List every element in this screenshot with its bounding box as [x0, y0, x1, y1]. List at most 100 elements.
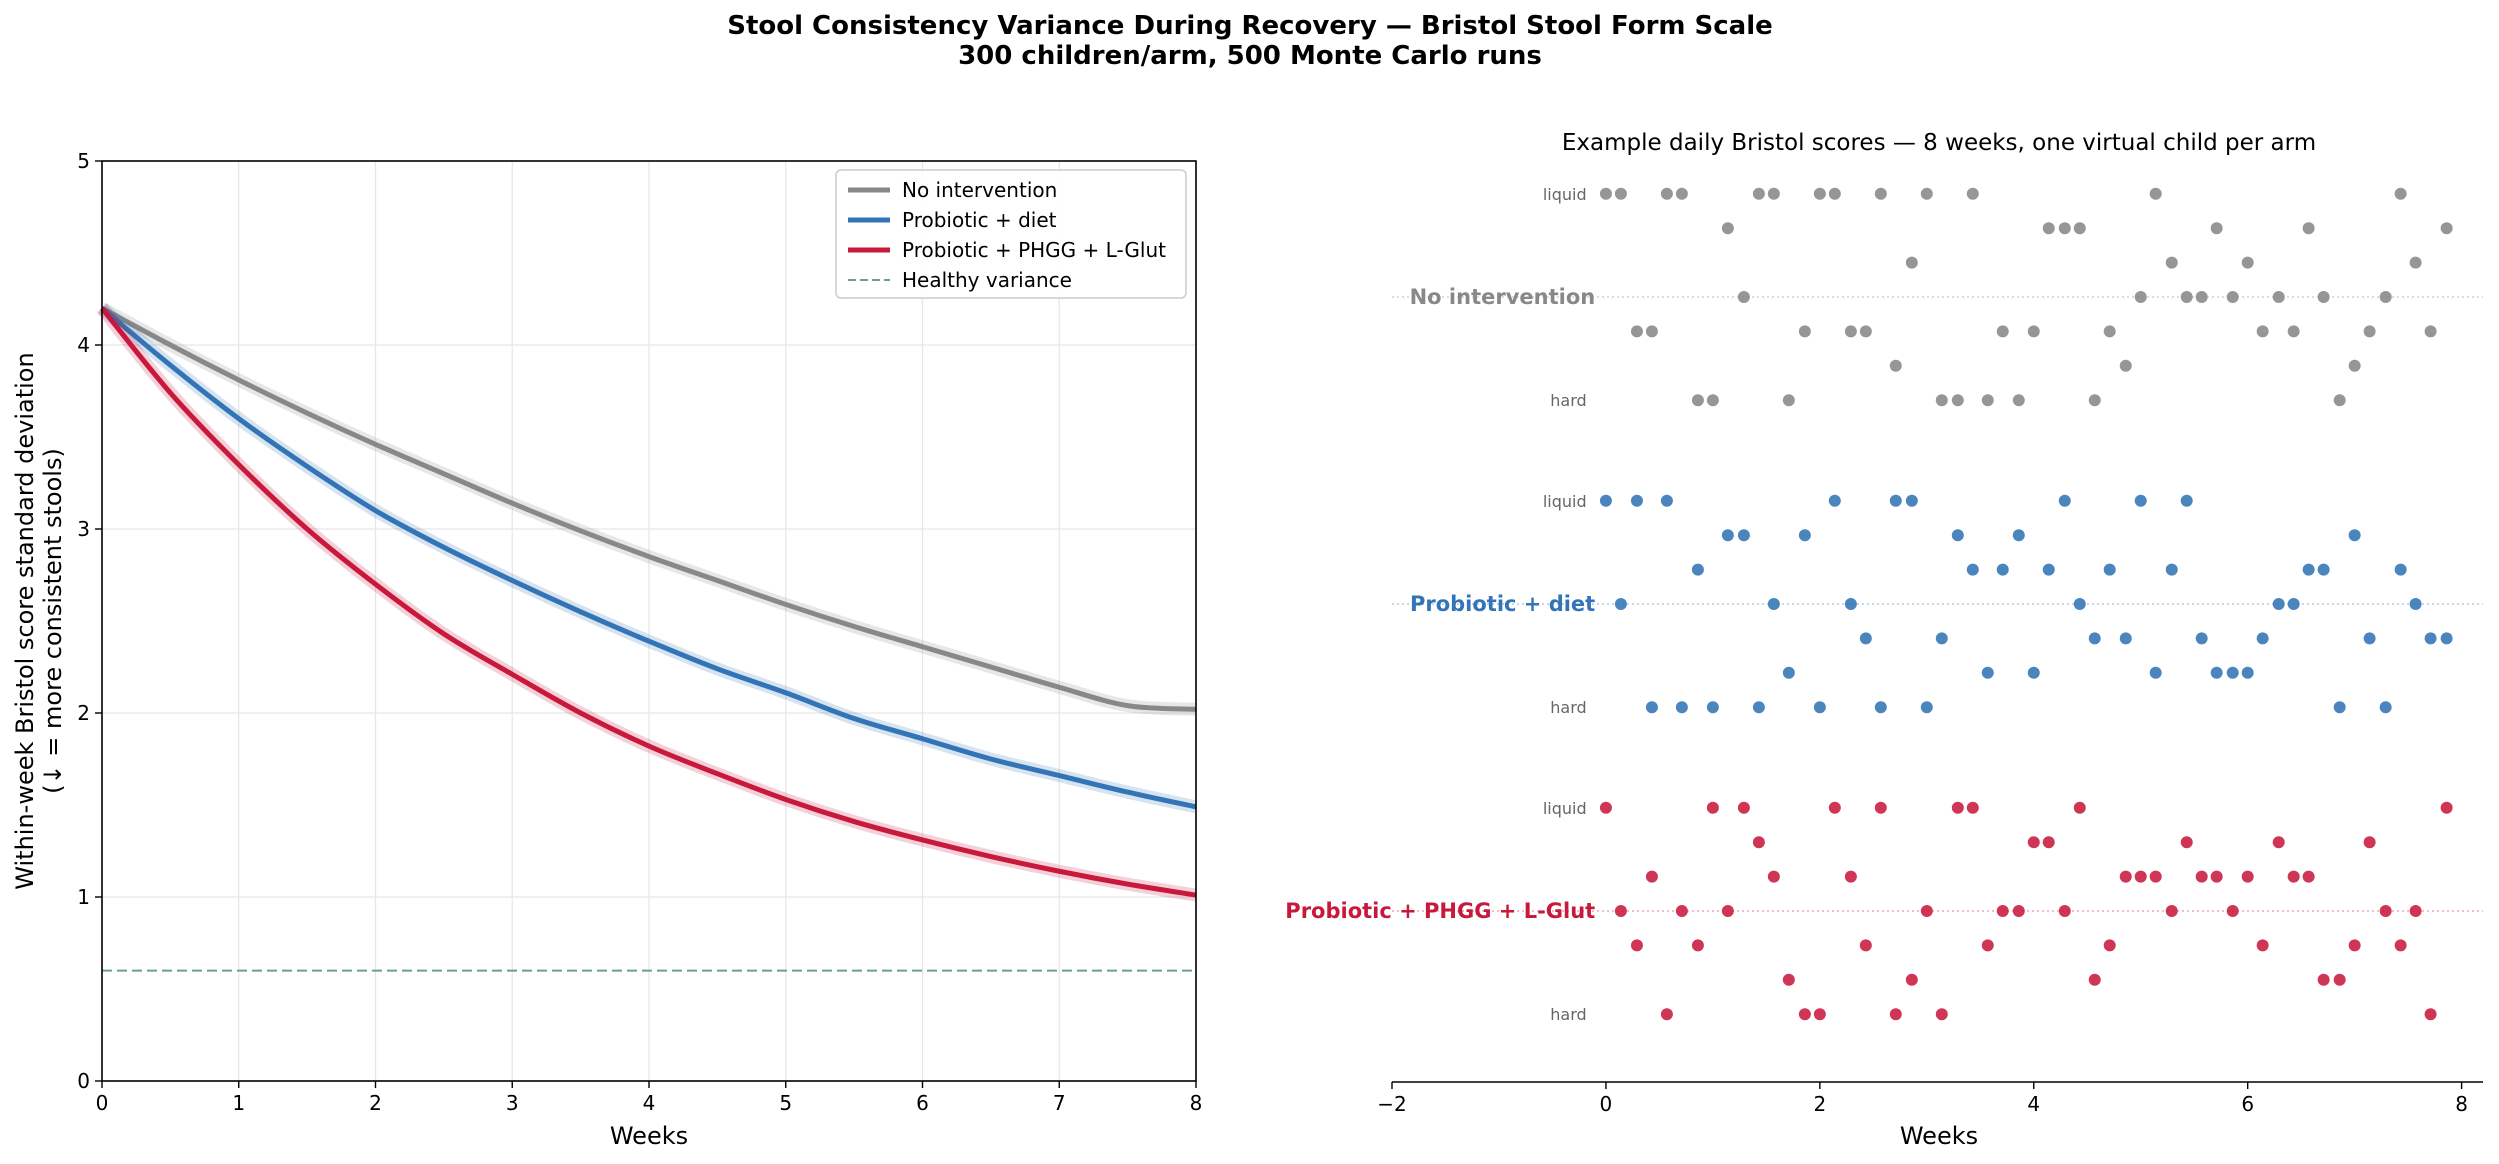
- score-point-no-intervention: [1951, 394, 1964, 407]
- score-point-probiotic-diet: [1721, 529, 1734, 542]
- score-point-probiotic-diet: [1675, 701, 1688, 714]
- score-point-no-intervention: [2424, 325, 2437, 338]
- right-x-tick-label: 4: [2027, 1092, 2040, 1116]
- left-y-axis-label-line1: Within-week Bristol score standard devia…: [11, 352, 39, 889]
- score-point-probiotic-diet: [2256, 632, 2269, 645]
- score-point-probiotic-phgg-l-glut: [2317, 973, 2330, 986]
- left-series-lines: [96, 302, 1198, 972]
- score-point-probiotic-diet: [2409, 598, 2422, 610]
- score-point-probiotic-phgg-l-glut: [2073, 801, 2086, 814]
- score-point-probiotic-phgg-l-glut: [1630, 939, 1643, 952]
- score-point-no-intervention: [1691, 394, 1704, 407]
- score-point-probiotic-phgg-l-glut: [2210, 870, 2223, 883]
- score-point-probiotic-phgg-l-glut: [1859, 939, 1872, 952]
- score-point-probiotic-phgg-l-glut: [1905, 973, 1918, 986]
- right-x-tick-label: 8: [2455, 1092, 2468, 1116]
- score-point-probiotic-diet: [1920, 701, 1933, 714]
- score-point-probiotic-diet: [2042, 563, 2055, 576]
- score-point-no-intervention: [1737, 291, 1750, 303]
- score-point-no-intervention: [2149, 187, 2162, 200]
- left-x-ticks: 0 1 2 3 4 5 6 7 8: [96, 1081, 1202, 1115]
- score-point-probiotic-diet: [1660, 494, 1673, 507]
- score-point-probiotic-phgg-l-glut: [2149, 870, 2162, 883]
- score-point-probiotic-diet: [2134, 494, 2147, 507]
- legend-label-no-intervention: No intervention: [902, 178, 1057, 202]
- left-y-ticks: 0 1 2 3 4 5: [77, 149, 102, 1093]
- level-label-hard: hard: [1550, 698, 1586, 717]
- score-point-probiotic-phgg-l-glut: [2302, 870, 2315, 883]
- score-point-probiotic-diet: [1798, 529, 1811, 542]
- score-point-no-intervention: [2103, 325, 2116, 338]
- score-point-probiotic-diet: [1935, 632, 1948, 645]
- score-point-probiotic-diet: [1996, 563, 2009, 576]
- score-point-no-intervention: [1935, 394, 1948, 407]
- arm-label-no-intervention: No intervention: [1410, 285, 1596, 309]
- left-y-tick-label: 2: [77, 701, 90, 725]
- score-point-probiotic-diet: [1951, 529, 1964, 542]
- score-point-no-intervention: [1599, 187, 1612, 200]
- score-point-no-intervention: [2134, 291, 2147, 303]
- score-point-probiotic-phgg-l-glut: [1813, 1008, 1826, 1021]
- score-point-probiotic-phgg-l-glut: [2379, 905, 2392, 917]
- score-point-no-intervention: [1844, 325, 1857, 338]
- score-point-probiotic-phgg-l-glut: [2424, 1008, 2437, 1021]
- score-point-probiotic-diet: [2440, 632, 2453, 645]
- score-point-no-intervention: [1889, 359, 1902, 372]
- series-line-probiotic-phgg-l-glut: [100, 306, 1197, 898]
- score-point-no-intervention: [1782, 394, 1795, 407]
- score-point-no-intervention: [2165, 256, 2178, 269]
- score-point-probiotic-phgg-l-glut: [1675, 905, 1688, 917]
- score-point-probiotic-phgg-l-glut: [1889, 1008, 1902, 1021]
- score-point-no-intervention: [2027, 325, 2040, 338]
- score-point-probiotic-diet: [2394, 563, 2407, 576]
- score-point-probiotic-diet: [2226, 666, 2239, 679]
- score-point-no-intervention: [1630, 325, 1643, 338]
- score-point-no-intervention: [2226, 291, 2239, 303]
- score-point-no-intervention: [1813, 187, 1826, 200]
- score-point-no-intervention: [1645, 325, 1658, 338]
- left-y-axis-label-line2: (↓ = more consistent stools): [39, 448, 67, 794]
- score-point-probiotic-diet: [2272, 598, 2285, 610]
- score-point-no-intervention: [1859, 325, 1872, 338]
- score-point-probiotic-diet: [2424, 632, 2437, 645]
- score-point-probiotic-diet: [2210, 666, 2223, 679]
- score-point-probiotic-diet: [1844, 598, 1857, 610]
- score-point-probiotic-phgg-l-glut: [1844, 870, 1857, 883]
- figure-title-line1: Stool Consistency Variance During Recove…: [727, 11, 1773, 41]
- score-point-probiotic-diet: [2363, 632, 2376, 645]
- score-point-probiotic-phgg-l-glut: [1828, 801, 1841, 814]
- left-y-tick-label: 4: [77, 333, 90, 357]
- score-point-no-intervention: [1675, 187, 1688, 200]
- score-point-probiotic-phgg-l-glut: [1614, 905, 1627, 917]
- score-point-probiotic-diet: [2195, 632, 2208, 645]
- score-point-probiotic-diet: [1889, 494, 1902, 507]
- score-point-probiotic-phgg-l-glut: [2440, 801, 2453, 814]
- score-point-probiotic-phgg-l-glut: [1691, 939, 1704, 952]
- score-point-probiotic-diet: [2027, 666, 2040, 679]
- score-point-probiotic-diet: [2149, 666, 2162, 679]
- score-point-no-intervention: [1920, 187, 1933, 200]
- left-y-tick-label: 5: [77, 149, 90, 173]
- right-x-tick-label: −2: [1377, 1092, 1406, 1116]
- arm-labels: No intervention liquid hard Probiotic + die…: [1285, 185, 1595, 1024]
- score-point-probiotic-diet: [1645, 701, 1658, 714]
- score-point-probiotic-phgg-l-glut: [2012, 905, 2025, 917]
- right-x-tick-label: 6: [2241, 1092, 2254, 1116]
- score-point-no-intervention: [2073, 222, 2086, 235]
- score-point-probiotic-diet: [2317, 563, 2330, 576]
- score-point-no-intervention: [2394, 187, 2407, 200]
- score-point-no-intervention: [2363, 325, 2376, 338]
- score-point-probiotic-phgg-l-glut: [1706, 801, 1719, 814]
- score-point-probiotic-phgg-l-glut: [2348, 939, 2361, 952]
- score-point-probiotic-phgg-l-glut: [1767, 870, 1780, 883]
- left-x-tick-label: 1: [232, 1091, 245, 1115]
- score-point-probiotic-diet: [1813, 701, 1826, 714]
- score-point-probiotic-phgg-l-glut: [2394, 939, 2407, 952]
- score-point-probiotic-phgg-l-glut: [1721, 905, 1734, 917]
- score-point-probiotic-diet: [1737, 529, 1750, 542]
- right-x-tick-label: 2: [1813, 1092, 1826, 1116]
- score-point-probiotic-phgg-l-glut: [1966, 801, 1979, 814]
- score-point-probiotic-phgg-l-glut: [2165, 905, 2178, 917]
- score-point-probiotic-diet: [2165, 563, 2178, 576]
